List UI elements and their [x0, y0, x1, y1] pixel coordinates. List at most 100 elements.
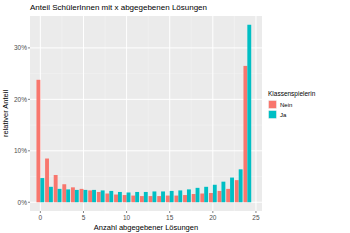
grid-line — [212, 16, 213, 211]
bar — [243, 66, 247, 202]
bar — [152, 191, 156, 202]
panel — [30, 16, 262, 211]
x-tick-label: 0 — [39, 214, 43, 221]
bar — [140, 196, 144, 202]
bar — [213, 185, 217, 202]
x-tick-label: 20 — [209, 214, 217, 221]
bar — [62, 184, 66, 202]
bar — [101, 190, 105, 202]
bar — [83, 190, 87, 202]
legend-label: Ja — [280, 112, 287, 118]
bar — [161, 191, 165, 202]
bar — [157, 196, 161, 202]
bar — [192, 194, 196, 202]
chart: 0% 10% 20% 30% 0 5 10 15 20 25 Anteil SchülerInnen… — [0, 0, 350, 233]
bar — [40, 178, 44, 202]
bar — [88, 190, 92, 202]
grid — [30, 16, 262, 211]
bar — [54, 175, 58, 202]
x-tick-label: 5 — [82, 214, 86, 221]
legend-swatch — [269, 111, 276, 118]
bar — [239, 169, 243, 202]
grid-line — [83, 16, 84, 211]
y-tick-label: 30% — [14, 44, 27, 51]
legend-key-bg — [268, 100, 277, 109]
legend-swatch — [269, 101, 276, 108]
grid-line — [255, 16, 256, 211]
bar — [135, 192, 139, 202]
bar — [230, 178, 234, 203]
bar — [66, 189, 70, 202]
bar — [166, 196, 170, 203]
x-tick — [255, 211, 256, 213]
bar — [97, 192, 101, 202]
y-tick — [28, 202, 30, 203]
bar — [174, 196, 178, 203]
bar — [45, 159, 49, 203]
bar — [235, 180, 239, 202]
bar — [247, 25, 251, 203]
bar — [118, 192, 122, 202]
y-tick — [28, 99, 30, 100]
bar — [144, 192, 148, 202]
y-axis-label: relativer Anteil — [1, 90, 10, 137]
bar — [204, 187, 208, 202]
y-tick-label: 10% — [14, 147, 27, 154]
bar — [226, 189, 230, 202]
bar — [75, 190, 79, 202]
bar — [114, 195, 118, 203]
x-tick — [169, 211, 170, 213]
bar — [221, 182, 225, 203]
minor-grid — [30, 73, 262, 74]
bar — [149, 196, 153, 202]
bar — [36, 80, 40, 202]
x-tick — [83, 211, 84, 213]
bar — [49, 187, 53, 202]
x-axis-label: Anzahl abgegebener Lösungen — [94, 223, 198, 232]
bar — [196, 188, 200, 202]
bar — [178, 190, 182, 202]
minor-grid — [234, 16, 235, 211]
bar — [218, 191, 222, 202]
bar — [58, 189, 62, 202]
minor-grid — [191, 16, 192, 211]
minor-grid — [105, 16, 106, 211]
minor-grid — [61, 16, 62, 211]
x-tick-label: 15 — [166, 214, 174, 221]
y-tick — [28, 47, 30, 48]
legend-key-bg — [268, 110, 277, 119]
x-tick-label: 25 — [252, 214, 260, 221]
grid-line — [30, 47, 262, 48]
grid-line — [126, 16, 127, 211]
minor-grid — [30, 125, 262, 126]
bar — [92, 190, 96, 202]
bar — [131, 196, 135, 203]
legend-label: Nein — [280, 102, 292, 108]
grid-line — [30, 150, 262, 151]
bar — [80, 189, 84, 202]
bars — [36, 25, 251, 203]
bar — [71, 187, 75, 202]
bar — [170, 191, 174, 202]
bar — [127, 192, 131, 202]
bar — [109, 191, 113, 202]
bar — [123, 195, 127, 202]
bar — [200, 194, 204, 203]
bar — [209, 193, 213, 202]
x-tick-label: 10 — [123, 214, 131, 221]
legend-title: Klassenspielerin — [268, 90, 316, 98]
y-tick-label: 20% — [14, 96, 27, 103]
minor-grid — [30, 176, 262, 177]
y-tick — [28, 150, 30, 151]
y-tick-label: 0% — [18, 199, 28, 206]
bar — [105, 194, 109, 203]
x-tick — [126, 211, 127, 213]
grid-line — [30, 99, 262, 100]
legend: Klassenspielerin Nein Ja — [268, 90, 316, 119]
bar — [183, 195, 187, 202]
x-tick — [40, 211, 41, 213]
title: Anteil SchülerInnen mit x abgegebenen Lö… — [30, 3, 207, 12]
grid-line — [169, 16, 170, 211]
x-tick — [212, 211, 213, 213]
minor-grid — [148, 16, 149, 211]
